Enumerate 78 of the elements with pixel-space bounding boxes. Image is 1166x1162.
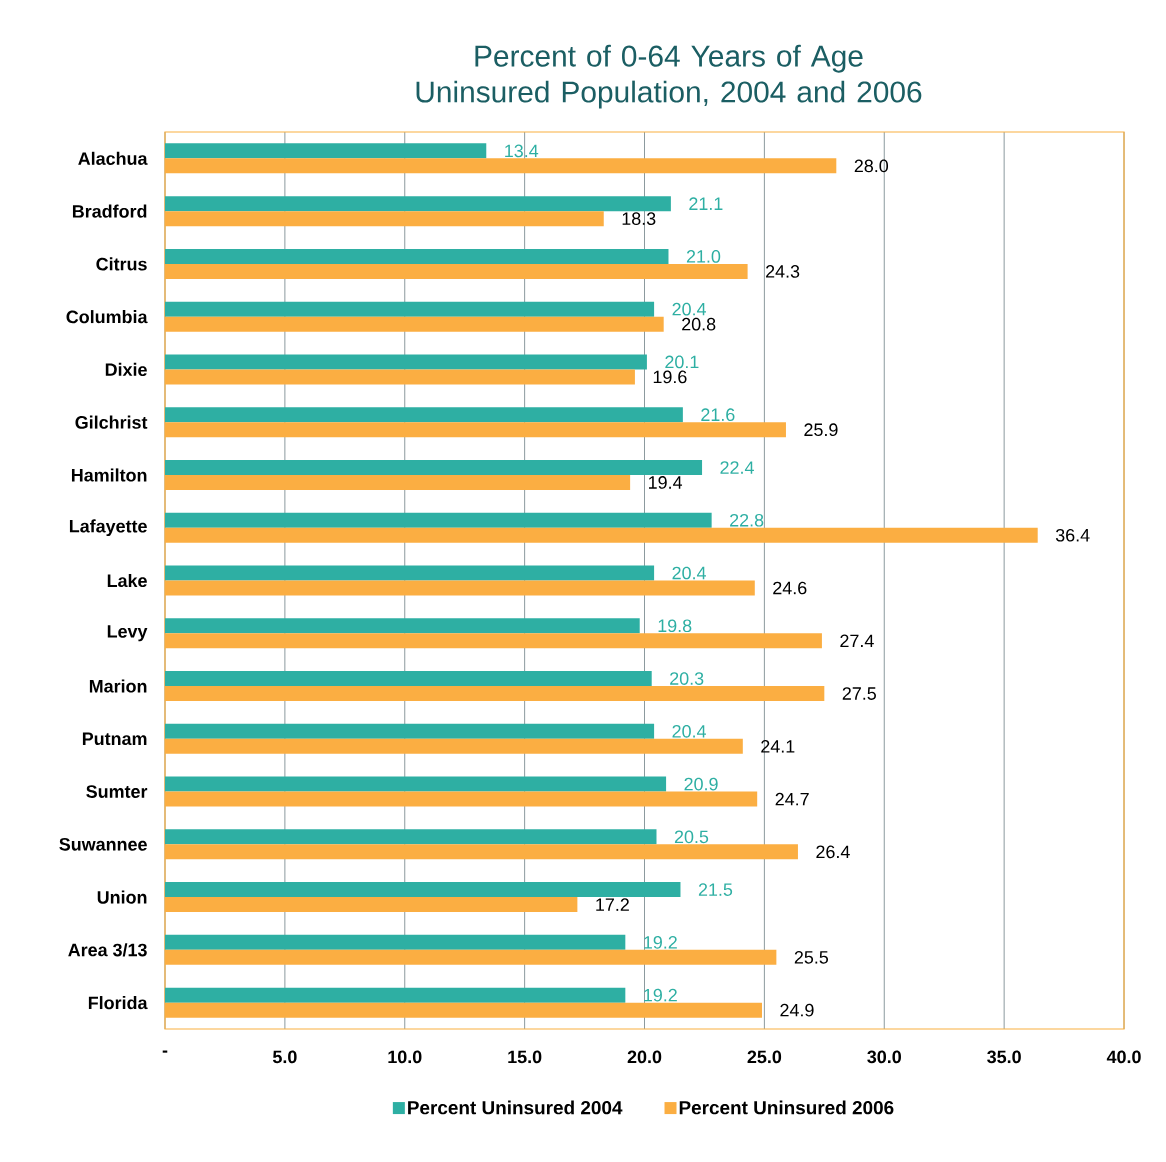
data-label: 20.1 — [665, 355, 699, 369]
x-tick-label: 25.0 — [747, 1050, 782, 1064]
data-label: 24.7 — [775, 792, 809, 806]
data-label: 21.0 — [686, 250, 721, 263]
x-tick-label: 40.0 — [1106, 1050, 1141, 1064]
bar — [165, 776, 667, 792]
y-tick-label: Area 3/13 — [68, 943, 147, 957]
bar — [165, 934, 626, 950]
y-tick-label: Lake — [107, 573, 147, 588]
data-label: 19.8 — [658, 619, 692, 633]
data-label: 21.5 — [698, 883, 733, 896]
data-label: 21.1 — [689, 197, 723, 210]
y-tick-label: Alachua — [78, 151, 148, 165]
bar — [165, 671, 652, 687]
data-label: 20.9 — [684, 777, 718, 791]
bar — [165, 618, 640, 634]
data-label: 24.6 — [773, 581, 807, 595]
data-label: 20.3 — [670, 672, 704, 685]
y-tick-label: Suwannee — [59, 837, 147, 851]
y-tick-label: Columbia — [66, 310, 148, 324]
data-label: 13.4 — [505, 144, 539, 158]
bar — [165, 459, 703, 475]
bar — [165, 248, 669, 264]
bar — [165, 354, 647, 370]
x-tick-label: 5.0 — [272, 1050, 297, 1064]
data-label: 20.4 — [672, 724, 706, 738]
bar — [165, 407, 683, 423]
data-label: 25.5 — [794, 951, 829, 964]
data-label: 28.0 — [854, 159, 889, 173]
y-tick-label: Union — [97, 890, 147, 904]
bar — [165, 565, 655, 581]
x-tick-label: 35.0 — [987, 1050, 1021, 1064]
y-tick-label: Putnam — [82, 732, 147, 746]
data-label: 24.3 — [766, 265, 800, 278]
data-label: 27.5 — [842, 687, 876, 700]
chart-title: Percent of 0-64 Years of Age Uninsured Population, 2004 and 2006 — [416, 44, 922, 109]
data-label: 27.4 — [840, 634, 874, 648]
data-label: 22.4 — [720, 461, 754, 474]
bar — [165, 723, 655, 739]
bar — [165, 512, 712, 528]
data-label: 20.5 — [674, 830, 709, 844]
x-tick-label: 20.0 — [627, 1050, 662, 1064]
y-tick-label: Dixie — [105, 362, 147, 377]
y-tick-label: Florida — [88, 996, 148, 1010]
bar — [165, 882, 681, 898]
data-label: 20.8 — [682, 317, 716, 331]
x-tick-label: 10.0 — [388, 1050, 422, 1064]
data-label: 20.4 — [672, 566, 706, 580]
x-tick-label: - — [162, 1050, 168, 1053]
data-label: 21.6 — [701, 408, 735, 422]
data-label: 24.1 — [761, 740, 795, 753]
data-label: 22.8 — [730, 513, 764, 527]
y-tick-label: Marion — [89, 679, 147, 693]
y-tick-label: Lafayette — [69, 519, 147, 537]
y-tick-label: Gilchrist — [75, 415, 148, 429]
y-tick-label: Citrus — [96, 257, 147, 271]
x-tick-label: 30.0 — [867, 1050, 901, 1064]
y-tick-label: Sumter — [86, 785, 148, 798]
data-label: 18.3 — [622, 212, 656, 225]
data-label: 19.6 — [653, 370, 687, 384]
bar — [165, 987, 626, 1003]
bar — [165, 196, 671, 212]
x-tick-label: 15.0 — [508, 1050, 542, 1064]
data-label: 19.4 — [649, 476, 683, 489]
data-label: 17.2 — [596, 898, 629, 911]
data-label: 24.9 — [780, 1003, 814, 1017]
data-label: 25.9 — [804, 423, 838, 437]
bar — [165, 301, 655, 317]
legend-label: Percent Uninsured 2006 — [679, 1100, 894, 1115]
legend-label: Percent Uninsured 2004 — [408, 1100, 623, 1115]
y-tick-label: Levy — [107, 625, 148, 642]
data-label: 20.4 — [672, 302, 706, 316]
bar — [165, 143, 487, 159]
y-tick-label: Hamilton — [71, 468, 147, 482]
data-label: 36.4 — [1055, 528, 1090, 542]
bar — [165, 829, 657, 845]
data-label: 26.4 — [816, 845, 850, 859]
y-tick-label: Bradford — [72, 204, 147, 218]
